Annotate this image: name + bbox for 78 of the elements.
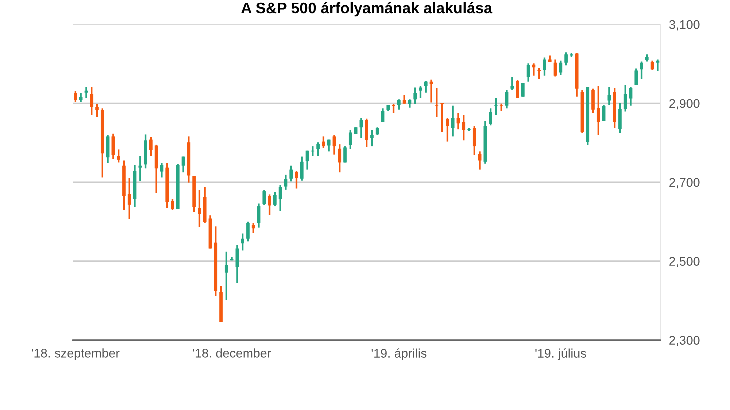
candlestick [446, 118, 450, 143]
candlestick [338, 144, 342, 174]
candlestick [150, 136, 153, 157]
candlestick [640, 60, 644, 80]
candlestick [472, 126, 476, 156]
candlestick [112, 133, 116, 160]
candlestick [559, 60, 563, 76]
candlestick [344, 146, 347, 164]
candlestick [262, 190, 266, 206]
candlestick [596, 85, 600, 136]
candlestick [634, 68, 638, 86]
candlestick [278, 184, 282, 212]
candlestick [128, 177, 132, 220]
candlestick [505, 89, 509, 110]
chart-title: A S&P 500 árfolyamának alakulása [242, 2, 493, 17]
candlestick [300, 156, 304, 182]
candlestick [554, 58, 558, 78]
candlestick [252, 222, 256, 234]
candlestick [489, 108, 492, 126]
candlestick [440, 102, 444, 134]
candlestick [322, 136, 326, 150]
candlestick [435, 87, 439, 118]
candlestick [602, 104, 606, 122]
candlestick [510, 76, 514, 91]
candlestick [138, 155, 142, 182]
candlestick [624, 84, 628, 113]
y-tick-label: 3,100 [669, 20, 700, 31]
y-tick-label: 2,700 [670, 178, 700, 189]
candlestick [274, 191, 277, 208]
candlestick [284, 174, 288, 191]
candlestick [74, 90, 78, 103]
candlestick [494, 97, 498, 116]
candlestick [160, 162, 164, 179]
candlestick [84, 86, 88, 99]
candlestick [629, 86, 633, 107]
candlestick [365, 118, 368, 148]
candlestick [656, 58, 660, 72]
y-tick-label: 2,300 [670, 336, 700, 346]
candlestick [348, 130, 352, 150]
candlestick [106, 134, 110, 164]
candlestick [650, 60, 654, 72]
candlestick [424, 80, 428, 94]
candlestick [592, 88, 595, 114]
candlestick [257, 202, 261, 229]
candlestick [618, 102, 622, 134]
candlestick [224, 251, 228, 301]
candlestick [543, 56, 546, 77]
x-tick-label: '18. december [193, 348, 272, 358]
x-tick-label: '19. április [372, 348, 427, 360]
candlestick [564, 52, 568, 66]
candlestick [608, 86, 612, 106]
candlestick [295, 170, 298, 190]
x-tick-label: '19. július [536, 348, 586, 360]
candlestick [290, 165, 294, 182]
candlestick [414, 86, 418, 106]
candlestick [268, 194, 272, 216]
candlestick [398, 98, 401, 111]
y-tick-label: 2,500 [670, 257, 700, 268]
candlestick [198, 190, 202, 228]
candlestick [316, 142, 320, 157]
candlestick [90, 86, 94, 116]
candlestick [332, 134, 336, 156]
y-tick-label: 2,900 [670, 99, 700, 110]
candlestick [538, 68, 542, 80]
x-tick-label: '18. szeptember [32, 348, 120, 360]
candlestick [451, 105, 455, 138]
candlestick [96, 103, 99, 118]
candlestick [526, 62, 530, 83]
candlestick [246, 221, 250, 242]
candlestick [154, 144, 158, 194]
candlestick [241, 232, 244, 252]
candlestick [171, 198, 174, 212]
candlestick [236, 244, 240, 284]
candlestick [462, 114, 466, 142]
candlestick [419, 85, 422, 99]
candlestick [117, 148, 120, 164]
candlestick [370, 130, 374, 148]
candlestick [516, 79, 520, 99]
